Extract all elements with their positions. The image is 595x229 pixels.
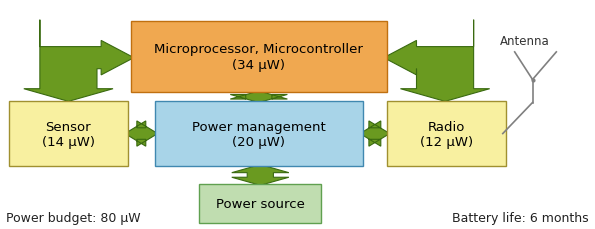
Polygon shape: [24, 21, 134, 102]
Text: Microprocessor, Microcontroller
(34 μW): Microprocessor, Microcontroller (34 μW): [154, 43, 364, 71]
Text: Sensor
(14 μW): Sensor (14 μW): [42, 120, 95, 148]
Text: Antenna: Antenna: [500, 35, 550, 48]
Text: Power budget: 80 μW: Power budget: 80 μW: [6, 211, 140, 224]
Text: Battery life: 6 months: Battery life: 6 months: [452, 211, 589, 224]
FancyBboxPatch shape: [131, 22, 387, 93]
FancyBboxPatch shape: [155, 102, 363, 166]
FancyBboxPatch shape: [9, 102, 128, 166]
Polygon shape: [125, 121, 158, 147]
Text: Power management
(20 μW): Power management (20 μW): [192, 120, 325, 148]
Text: Radio
(12 μW): Radio (12 μW): [419, 120, 473, 148]
Polygon shape: [230, 92, 287, 103]
FancyBboxPatch shape: [387, 102, 506, 166]
Polygon shape: [360, 121, 390, 147]
Text: Power source: Power source: [216, 197, 305, 210]
FancyBboxPatch shape: [199, 184, 321, 223]
Polygon shape: [384, 21, 490, 102]
Polygon shape: [232, 165, 289, 185]
